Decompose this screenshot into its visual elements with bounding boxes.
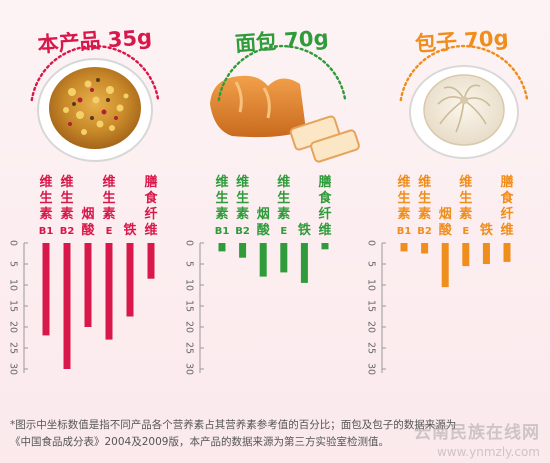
panel-1-y-tick: 20 bbox=[8, 321, 19, 333]
panel-3-bar-5 bbox=[482, 243, 490, 264]
panel-3-y-tick: 5 bbox=[366, 261, 377, 267]
panel-3-category-label: 维生素 B2 bbox=[417, 174, 432, 237]
panel-1-bar-5 bbox=[126, 243, 134, 317]
panel-2-bar-5 bbox=[300, 243, 308, 283]
footnote-line-2: 《中国食品成分表》2004及2009版，本产品的数据来源为第三方实验室检测值。 bbox=[10, 436, 389, 448]
panel-2-bar-1 bbox=[218, 243, 226, 252]
panel-3-title: 包子 70g bbox=[414, 26, 509, 56]
panel-3-category-label: 维生素 B1 bbox=[397, 174, 412, 237]
panel-1-y-tick: 10 bbox=[8, 279, 19, 291]
panel-2-category-label: 铁 bbox=[297, 222, 311, 238]
panel-1-bar-1 bbox=[42, 243, 50, 336]
steamed-bun-icon bbox=[409, 65, 519, 159]
panel-2-bar-6 bbox=[321, 243, 329, 250]
panel-2-category-label: 膳食纤维 bbox=[318, 174, 332, 238]
panel-1-y-tick: 5 bbox=[8, 261, 19, 267]
panel-1-y-tick: 15 bbox=[8, 300, 19, 312]
footnote: *图示中坐标数值是指不同产品各个营养素占其营养素参考值的百分比；面包及包子的数据… bbox=[10, 417, 540, 451]
panel-1-category-label: 维生素 B1 bbox=[39, 174, 54, 237]
panel-2-category-label: 维生素 B2 bbox=[235, 174, 250, 237]
panel-2-category-label: 维生素 B1 bbox=[215, 174, 230, 237]
panel-1-category-label: 维生素 B2 bbox=[60, 174, 75, 237]
panel-2-y-tick: 30 bbox=[184, 363, 195, 375]
panel-1-bar-4 bbox=[105, 243, 113, 340]
panel-3-category-label: 铁 bbox=[479, 222, 493, 238]
panel-1-bar-6 bbox=[147, 243, 155, 279]
panel-3-y-tick: 20 bbox=[366, 321, 377, 333]
watermark: 云南民族在线网 www.ynmzly.com bbox=[414, 418, 540, 459]
panel-2-bar-2 bbox=[239, 243, 247, 258]
panel-3-bar-2 bbox=[421, 243, 429, 254]
panel-1-y-tick: 25 bbox=[8, 342, 19, 354]
watermark-line-2: www.ynmzly.com bbox=[436, 445, 540, 459]
panel-1-category-label: 铁 bbox=[122, 222, 136, 238]
panel-1-arc bbox=[30, 44, 160, 102]
panel-3-bar-6 bbox=[503, 243, 511, 262]
panel-2-y-tick: 15 bbox=[184, 300, 195, 312]
panel-3-category-label: 膳食纤维 bbox=[500, 174, 514, 238]
panel-3-y-tick: 0 bbox=[366, 240, 377, 246]
panel-2-category-label: 烟酸 bbox=[257, 207, 271, 238]
panel-2-y-tick: 25 bbox=[184, 342, 195, 354]
bread-loaf-icon bbox=[210, 75, 360, 163]
panel-3-arc bbox=[399, 44, 529, 102]
panel-3-y-tick: 10 bbox=[366, 279, 377, 291]
panel-1-bar-2 bbox=[63, 243, 71, 369]
panel-1-title: 本产品 35g bbox=[37, 25, 153, 57]
panel-2-y-tick: 10 bbox=[184, 279, 195, 291]
panel-1-y-tick: 30 bbox=[8, 363, 19, 375]
panel-3-bar-3 bbox=[441, 243, 449, 288]
panel-1-y-tick: 0 bbox=[8, 240, 19, 246]
panel-2-y-tick: 5 bbox=[184, 261, 195, 267]
panel-3-y-tick: 15 bbox=[366, 300, 377, 312]
watermark-line-1: 云南民族在线网 bbox=[414, 423, 540, 443]
panel-2-arc bbox=[217, 44, 347, 102]
panel-2-category-label: 维生素 E bbox=[277, 174, 290, 237]
panel-1-bar-3 bbox=[84, 243, 92, 327]
panel-1-category-label: 膳食纤维 bbox=[144, 174, 158, 238]
panel-2-y-tick: 20 bbox=[184, 321, 195, 333]
panel-3-bar-4 bbox=[462, 243, 470, 267]
panel-2-bar-4 bbox=[280, 243, 288, 273]
panel-3-bar-1 bbox=[400, 243, 408, 252]
panel-1-category-label: 维生素 E bbox=[102, 174, 115, 237]
footnote-line-1: *图示中坐标数值是指不同产品各个营养素占其营养素参考值的百分比；面包及包子的数据… bbox=[10, 419, 457, 431]
panel-3-y-tick: 25 bbox=[366, 342, 377, 354]
panel-2-bar-3 bbox=[259, 243, 267, 277]
panel-3-category-label: 维生素 E bbox=[459, 174, 472, 237]
cereal-bowl-icon bbox=[37, 58, 153, 162]
panel-2-title: 面包 70g bbox=[234, 26, 329, 56]
panel-1-category-label: 烟酸 bbox=[81, 207, 95, 238]
panel-3-y-tick: 30 bbox=[366, 363, 377, 375]
panel-3-category-label: 烟酸 bbox=[439, 207, 453, 238]
panel-2-y-tick: 0 bbox=[184, 240, 195, 246]
